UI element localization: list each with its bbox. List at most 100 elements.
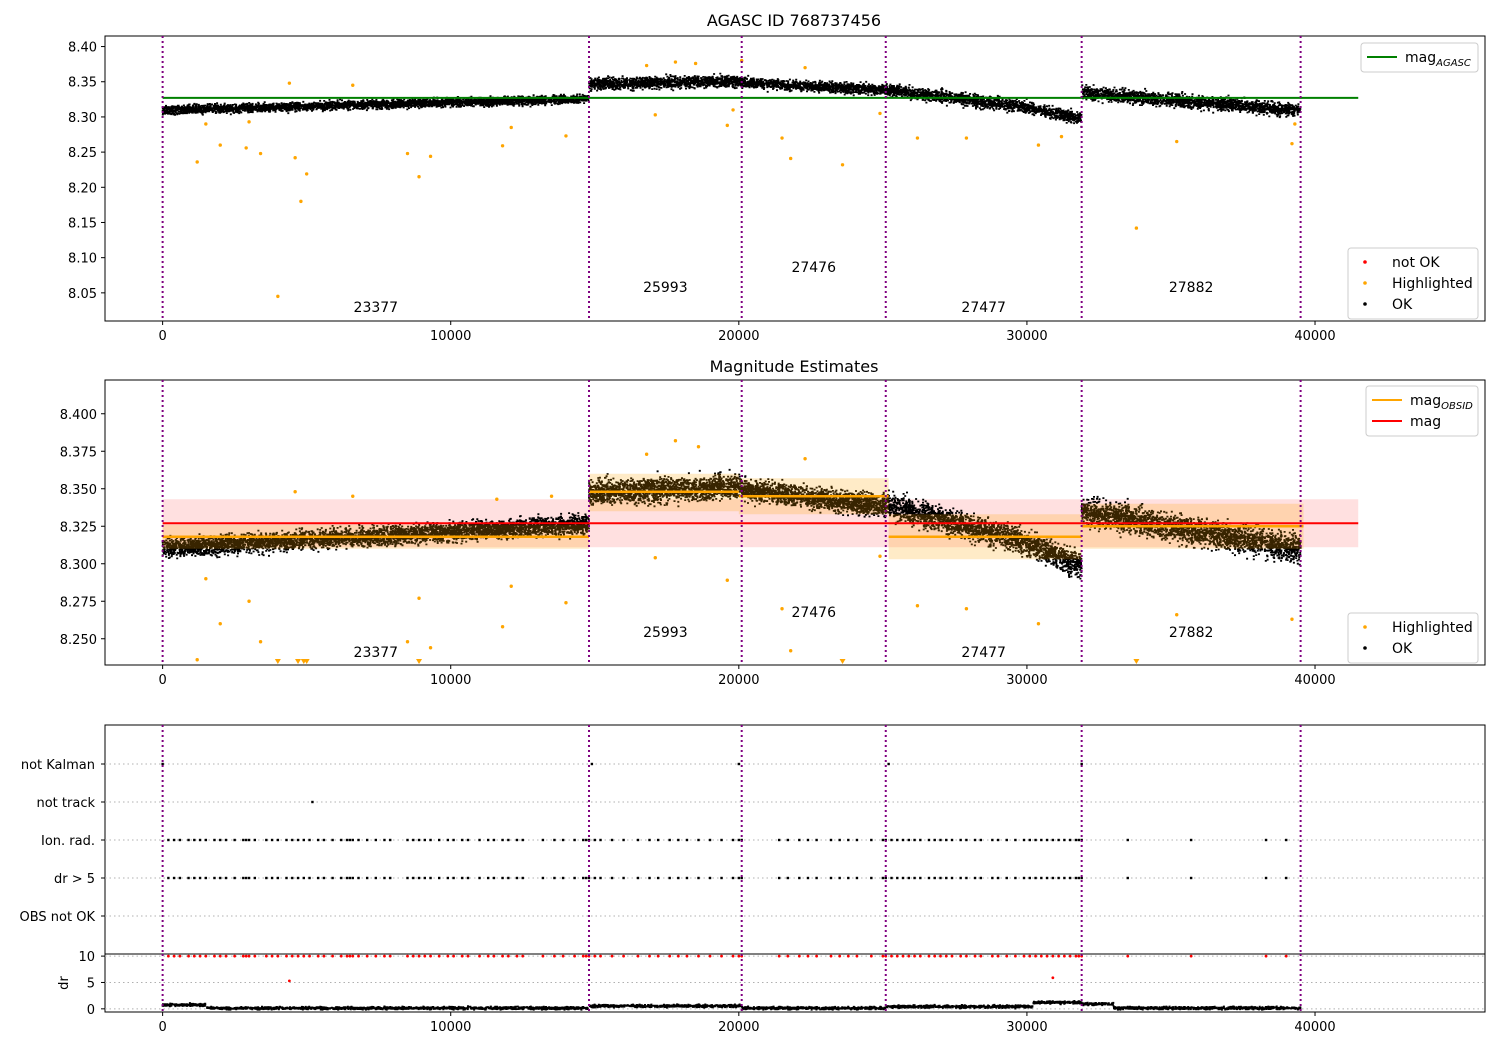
flag-point bbox=[365, 838, 369, 842]
agasc-highlighted-point bbox=[299, 199, 303, 204]
dr-not-ok-point bbox=[1077, 954, 1081, 958]
flag-point bbox=[622, 876, 625, 880]
dr-not-ok-point bbox=[806, 954, 810, 958]
flag-point bbox=[610, 838, 614, 842]
flag-point bbox=[806, 876, 810, 880]
flag-point bbox=[412, 838, 415, 842]
agasc-highlighted-point bbox=[1290, 141, 1294, 146]
dr-not-ok-point bbox=[198, 954, 202, 958]
flag-point bbox=[685, 838, 689, 842]
dr-not-ok-point bbox=[192, 954, 196, 958]
mag-est-bottom-legend-label: Highlighted bbox=[1392, 620, 1473, 636]
mag-est-clipped-marker bbox=[839, 659, 846, 664]
dr-not-ok-point bbox=[797, 954, 801, 958]
flag-point bbox=[244, 876, 248, 880]
mag-est-highlighted-point bbox=[549, 494, 554, 498]
dr-not-ok-point bbox=[521, 954, 525, 958]
flag-point bbox=[648, 876, 651, 880]
dr-not-ok-point bbox=[302, 954, 306, 958]
dr-not-ok-point bbox=[869, 954, 873, 958]
dr-not-ok-point bbox=[895, 954, 899, 958]
agasc-highlighted-point bbox=[788, 156, 793, 161]
mag-est-highlighted-point bbox=[673, 439, 678, 443]
dr-not-ok-point bbox=[786, 954, 790, 958]
flag-point bbox=[461, 838, 464, 842]
flag-point bbox=[1264, 876, 1268, 880]
flag-point bbox=[213, 876, 216, 880]
flag-point bbox=[584, 876, 588, 880]
flag-point bbox=[1063, 838, 1066, 842]
flag-point bbox=[777, 876, 781, 880]
flag-point bbox=[798, 838, 801, 842]
flag-point bbox=[1005, 838, 1008, 842]
flag-point bbox=[374, 838, 378, 842]
dr-not-ok-point bbox=[446, 954, 450, 958]
agasc-top-legend-box bbox=[1360, 42, 1479, 73]
flag-point bbox=[478, 838, 481, 842]
flag-point bbox=[1126, 876, 1129, 880]
agasc-xtick-label: 0 bbox=[158, 329, 166, 344]
dr-not-ok-point bbox=[979, 954, 983, 958]
flag-point bbox=[896, 838, 899, 842]
dr-not-ok-point bbox=[411, 954, 415, 958]
agasc-ytick-label: 8.30 bbox=[68, 111, 97, 126]
agasc-highlighted-point bbox=[964, 136, 969, 140]
flag-point bbox=[668, 838, 671, 842]
agasc-highlighted-point bbox=[351, 83, 355, 87]
flag-point bbox=[452, 838, 455, 842]
flags-ytick-label: dr > 5 bbox=[54, 872, 95, 887]
dr-not-ok-point bbox=[224, 954, 228, 958]
flag-point bbox=[1022, 838, 1026, 842]
mag-est-top-legend-label: mag bbox=[1410, 414, 1441, 430]
dr-ytick-label: 10 bbox=[78, 950, 95, 965]
flag-point bbox=[584, 838, 588, 842]
flag-point bbox=[316, 876, 320, 880]
mag-est-ytick-label: 8.250 bbox=[60, 633, 97, 648]
dr-not-ok-point bbox=[452, 954, 456, 958]
flag-point bbox=[492, 876, 496, 880]
agasc-frame bbox=[104, 35, 1486, 322]
agasc-highlighted-point bbox=[258, 151, 263, 156]
dr-not-ok-point bbox=[584, 954, 588, 958]
mag-est-highlighted-point bbox=[725, 578, 729, 582]
flag-point bbox=[933, 838, 936, 842]
flag-point bbox=[590, 762, 594, 766]
flag-point bbox=[593, 876, 596, 880]
dr-not-ok-point bbox=[218, 954, 222, 958]
agasc-highlighted-point bbox=[428, 154, 433, 159]
dr-not-ok-point bbox=[1068, 954, 1072, 958]
flag-point bbox=[219, 876, 222, 880]
agasc-highlighted-point bbox=[287, 81, 292, 85]
flag-point bbox=[437, 876, 441, 880]
flag-point bbox=[870, 876, 873, 880]
agasc-xtick-label: 30000 bbox=[1006, 329, 1047, 344]
mag-est-obs-label: 27476 bbox=[791, 605, 836, 621]
mag-est-xtick-label: 10000 bbox=[430, 673, 471, 688]
flag-point bbox=[322, 876, 326, 880]
flag-point bbox=[374, 876, 378, 880]
flag-point bbox=[561, 876, 565, 880]
mag-est-highlighted-point bbox=[258, 640, 263, 644]
flag-point bbox=[357, 838, 360, 842]
flag-point bbox=[838, 876, 841, 880]
flag-point bbox=[677, 876, 680, 880]
flag-point bbox=[219, 838, 222, 842]
dr-xtick-label: 10000 bbox=[430, 1020, 471, 1035]
mag-est-obs-label: 27477 bbox=[961, 645, 1006, 661]
flag-point bbox=[950, 876, 954, 880]
flag-point bbox=[161, 762, 164, 766]
dr-xtick-label: 40000 bbox=[1294, 1020, 1335, 1035]
dr-not-ok-point bbox=[253, 954, 257, 958]
flag-point bbox=[656, 838, 660, 842]
dr-not-ok-point bbox=[636, 954, 640, 958]
mag-est-obs-label: 23377 bbox=[354, 645, 399, 661]
dr-not-ok-point bbox=[737, 954, 741, 958]
dr-not-ok-point bbox=[1057, 954, 1061, 958]
mag-est-ytick-label: 8.350 bbox=[60, 483, 97, 498]
flag-point bbox=[1264, 838, 1268, 842]
mag-est-bottom-legend-marker bbox=[1363, 646, 1367, 650]
flag-point bbox=[959, 838, 962, 842]
agasc-xtick-label: 40000 bbox=[1294, 329, 1335, 344]
flag-point bbox=[492, 838, 496, 842]
dr-not-ok-point bbox=[345, 954, 349, 958]
